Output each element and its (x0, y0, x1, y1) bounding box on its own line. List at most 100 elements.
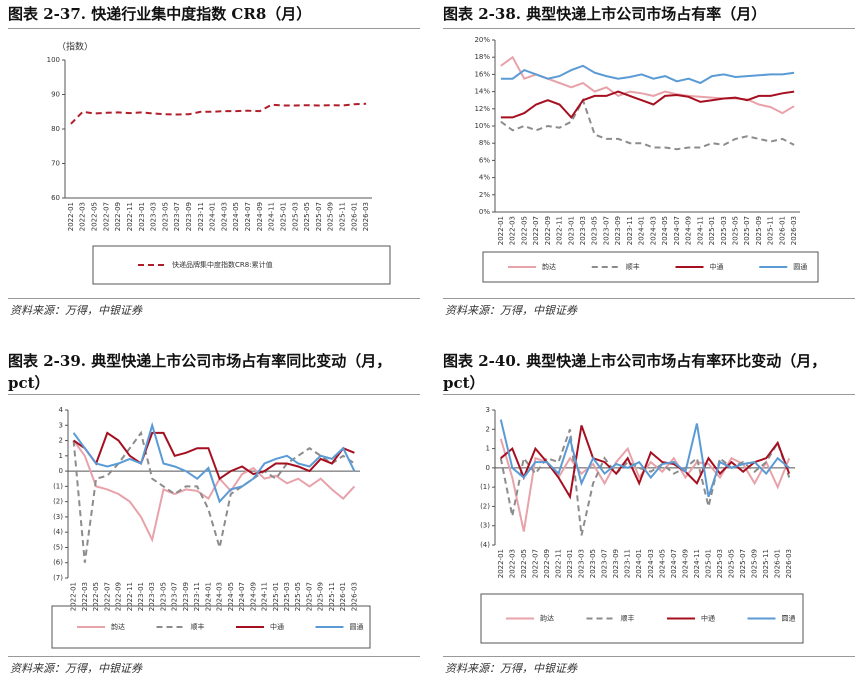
legend-label: 韵达 (111, 622, 125, 631)
x-tick-label: 2024-03 (220, 202, 228, 231)
x-tick-label: 2025-07 (739, 549, 747, 578)
x-tick-label: 2022-07 (103, 582, 111, 611)
x-tick-label: 2025-05 (303, 202, 311, 231)
x-tick-label: 2023-11 (193, 582, 201, 611)
y-tick-label: (3) (53, 513, 63, 521)
x-tick-label: 2022-01 (67, 202, 75, 231)
x-tick-label: 2024-01 (204, 582, 212, 611)
x-tick-label: 2022-11 (556, 216, 564, 245)
x-tick-label: 2023-09 (182, 582, 190, 611)
y-tick-label: 2% (479, 191, 490, 199)
x-tick-label: 2026-03 (350, 582, 358, 611)
x-tick-label: 2026-01 (339, 582, 347, 611)
x-tick-label: 2024-09 (256, 202, 264, 231)
x-tick-label: 2022-03 (79, 202, 87, 231)
rule (443, 656, 855, 657)
x-tick-label: 2024-01 (209, 202, 217, 231)
x-tick-label: 2023-11 (197, 202, 205, 231)
x-tick-label: 2023-03 (578, 549, 586, 578)
y-axis-label: （指数） (57, 41, 93, 53)
legend-label: 中通 (710, 262, 724, 271)
x-tick-label: 2024-05 (232, 202, 240, 231)
x-tick-label: 2026-01 (778, 216, 786, 245)
legend-label: 圆通 (350, 622, 364, 631)
x-tick-label: 2023-07 (171, 582, 179, 611)
x-tick-label: 2023-01 (137, 582, 145, 611)
x-tick-label: 2025-11 (338, 202, 346, 231)
x-tick-label: 2025-03 (291, 202, 299, 231)
legend-label: 顺丰 (621, 614, 635, 623)
x-tick-label: 2026-03 (362, 202, 370, 231)
legend-label: 韵达 (540, 614, 554, 623)
y-tick-label: 2 (59, 437, 63, 445)
x-tick-label: 2024-07 (238, 582, 246, 611)
rule (8, 656, 420, 657)
y-tick-label: 3 (486, 406, 490, 414)
rule (443, 298, 855, 299)
x-tick-label: 2026-01 (774, 549, 782, 578)
y-tick-label: (4) (53, 528, 63, 536)
y-tick-label: 10% (474, 122, 490, 130)
x-tick-label: 2025-11 (767, 216, 775, 245)
x-tick-label: 2023-05 (589, 549, 597, 578)
rule (8, 394, 420, 395)
y-tick-label: 14% (474, 88, 490, 96)
y-tick-label: 12% (474, 105, 490, 113)
x-tick-label: 2024-01 (635, 549, 643, 578)
x-tick-label: 2025-03 (283, 582, 291, 611)
legend-box (480, 593, 804, 644)
x-tick-label: 2022-07 (102, 202, 110, 231)
x-tick-label: 2024-09 (249, 582, 257, 611)
x-tick-label: 2022-05 (520, 549, 528, 578)
x-tick-label: 2023-07 (173, 202, 181, 231)
y-tick-label: 1 (486, 445, 490, 453)
x-tick-label: 2024-03 (649, 216, 657, 245)
y-tick-label: 70 (51, 160, 60, 168)
y-tick-label: (3) (480, 522, 490, 530)
series-line (70, 102, 367, 125)
x-tick-label: 2025-09 (327, 202, 335, 231)
y-tick-label: (1) (53, 482, 63, 490)
x-tick-label: 2022-03 (509, 216, 517, 245)
y-tick-label: 80 (51, 125, 60, 133)
x-tick-label: 2024-03 (216, 582, 224, 611)
y-tick-label: 18% (474, 53, 490, 61)
y-tick-label: (6) (53, 559, 63, 567)
x-tick-label: 2025-03 (716, 549, 724, 578)
legend-box (92, 245, 391, 285)
x-tick-label: 2024-05 (661, 216, 669, 245)
y-tick-label: 2 (486, 425, 490, 433)
x-tick-label: 2024-11 (268, 202, 276, 231)
x-tick-label: 2022-11 (126, 202, 134, 231)
x-tick-label: 2026-01 (350, 202, 358, 231)
legend-label: 中通 (270, 622, 284, 631)
source-note: 资料来源：万得，中银证券 (445, 662, 577, 675)
y-tick-label: 90 (51, 91, 60, 99)
x-tick-label: 2024-07 (244, 202, 252, 231)
series-line (72, 430, 355, 563)
x-tick-label: 2024-03 (647, 549, 655, 578)
x-tick-label: 2022-09 (543, 549, 551, 578)
x-tick-label: 2024-11 (696, 216, 704, 245)
x-tick-label: 2025-11 (762, 549, 770, 578)
y-tick-label: 3 (59, 421, 63, 429)
source-note: 资料来源：万得，中银证券 (10, 662, 142, 675)
x-tick-label: 2024-05 (227, 582, 235, 611)
x-tick-label: 2022-05 (91, 202, 99, 231)
y-tick-label: 0% (479, 208, 490, 216)
series-line (500, 55, 795, 115)
y-tick-label: (5) (53, 543, 63, 551)
legend-box (51, 605, 371, 649)
y-tick-label: 100 (47, 56, 60, 64)
x-tick-label: 2025-09 (751, 549, 759, 578)
x-tick-label: 2025-01 (708, 216, 716, 245)
y-tick-label: 4% (479, 174, 490, 182)
y-tick-label: (1) (480, 483, 490, 491)
x-tick-label: 2026-03 (785, 549, 793, 578)
legend-label: 圆通 (782, 614, 796, 623)
x-tick-label: 2022-09 (115, 582, 123, 611)
x-tick-label: 2022-09 (114, 202, 122, 231)
y-tick-label: 6% (479, 156, 490, 164)
